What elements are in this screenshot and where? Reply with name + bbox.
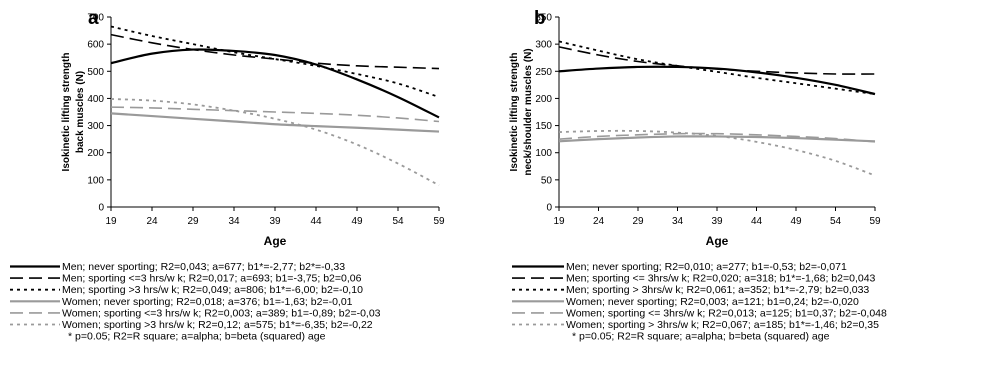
x-tick-label: 19 [553,216,565,227]
legend-entry: Women; never sporting; R2=0,018; a=376; … [62,296,353,308]
x-tick-label: 54 [392,216,404,227]
series-line-6 [558,129,876,177]
x-tick-label: 34 [672,216,684,227]
y-tick-label: 350 [535,13,552,24]
legend: Men; never sporting; R2=0,043; a=677; b1… [10,261,381,331]
x-tick-label: 49 [351,216,363,227]
chart-panel-a: a 0 100 200 300 400 500 600 700 19 24 29 34 39 44 49 54 5… [10,8,445,343]
y-tick-label: 150 [535,121,552,132]
y-axis-title-line: neck/shoulder muscles (N) [523,48,534,175]
footnote: * p=0.05; R2=R square; a=alpha; b=beta (… [68,331,326,343]
y-axis-title-line: back muscles (N) [75,71,86,153]
series-line-3 [110,25,440,98]
legend-entry: Men; sporting <=3 hrs/w k; R2=0,017; a=6… [62,273,362,285]
legend-entry: Men; never sporting; R2=0,010; a=277; b1… [566,261,847,273]
x-tick-label: 44 [310,216,322,227]
series-line-5 [558,132,876,143]
x-tick-label: 19 [105,216,117,227]
x-tick-label: 49 [790,216,802,227]
x-axis-title: Age [706,234,729,248]
series-line-1 [110,48,440,119]
x-tick-label: 59 [433,216,445,227]
y-tick-label: 0 [98,203,104,214]
y-tick-label: 100 [87,175,104,186]
series-line-1 [558,65,876,96]
series-line-5 [110,106,440,123]
x-tick-label: 39 [269,216,281,227]
legend-entry: Men; sporting <= 3hrs/w k; R2=0,020; a=3… [566,273,876,285]
y-tick-label: 600 [87,40,104,51]
y-tick-label: 700 [87,13,104,24]
y-axis-title-line: Isokinetic lifting strength [509,53,520,172]
legend-entry: Men; never sporting; R2=0,043; a=677; b1… [62,261,345,273]
x-tick-label: 44 [751,216,763,227]
legend-entry: Women; sporting > 3hrs/w k; R2=0,067; a=… [566,319,879,331]
x-tick-label: 34 [228,216,240,227]
x-tick-label: 29 [187,216,199,227]
x-tick-label: 54 [830,216,842,227]
series-line-2 [558,46,876,75]
y-tick-label: 100 [535,148,552,159]
y-axis-title-line: Isokinetic lifting strength [61,53,72,172]
legend-entry: Women; sporting >3 hrs/w k; R2=0,12; a=5… [62,319,373,331]
x-tick-label: 24 [593,216,605,227]
x-tick-label: 59 [869,216,881,227]
legend-entry: Women; never sporting; R2=0,003; a=121; … [566,296,859,308]
y-tick-label: 50 [541,175,553,186]
legend-entry: Men; sporting >3 hrs/w k; R2=0,049; a=80… [62,284,363,296]
footnote: * p=0.05; R2=R square; a=alpha; b=beta (… [572,331,830,343]
panel-letter: a [88,8,99,29]
x-tick-label: 24 [146,216,158,227]
legend: Men; never sporting; R2=0,010; a=277; b1… [512,261,887,331]
y-tick-label: 400 [87,94,104,105]
legend-entry: Women; sporting <=3 hrs/w k; R2=0,003; a… [62,307,381,319]
y-tick-label: 300 [87,121,104,132]
x-tick-label: 39 [711,216,723,227]
y-tick-label: 0 [546,203,552,214]
series-line-2 [110,33,440,70]
y-tick-label: 200 [87,148,104,159]
panel-letter: b [534,8,546,29]
legend-entry: Women; sporting <= 3hrs/w k; R2=0,013; a… [566,307,887,319]
chart-panel-b: b 0 50 100 150 200 250 300 350 19 24 29 34 39 44 49 54 59… [509,8,887,343]
x-tick-label: 29 [632,216,644,227]
y-tick-label: 500 [87,67,104,78]
y-tick-label: 200 [535,94,552,105]
y-tick-label: 300 [535,40,552,51]
y-tick-label: 250 [535,67,552,78]
legend-entry: Men; sporting > 3hrs/w k; R2=0,061; a=35… [566,284,869,296]
series-line-4 [558,135,876,143]
series-line-4 [110,112,440,133]
x-axis-title: Age [264,234,287,248]
